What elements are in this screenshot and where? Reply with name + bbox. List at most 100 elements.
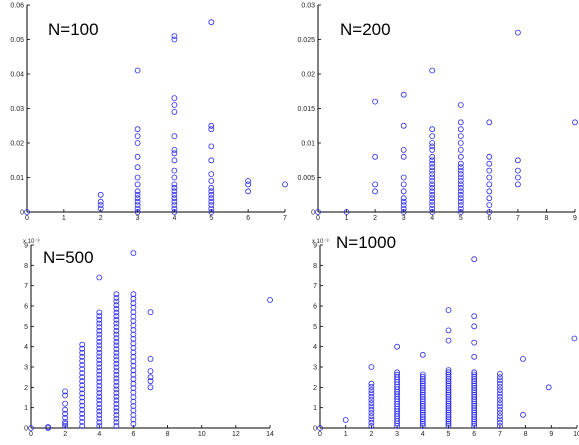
data-point <box>471 400 478 407</box>
data-point <box>471 369 478 376</box>
data-point <box>113 313 120 320</box>
data-point <box>471 414 478 420</box>
data-point <box>79 349 86 356</box>
data-point <box>419 409 426 416</box>
data-point <box>429 153 436 160</box>
data-point <box>457 102 464 108</box>
data-point <box>496 370 503 377</box>
data-point <box>130 349 137 356</box>
data-point <box>471 402 478 409</box>
panel-title: N=1000 <box>336 233 396 252</box>
data-point <box>134 153 141 160</box>
data-point <box>419 389 426 396</box>
data-point <box>96 423 103 429</box>
data-point <box>113 415 120 422</box>
y-tick-label: 1 <box>24 405 28 412</box>
data-point <box>496 380 503 387</box>
data-point <box>96 327 103 334</box>
x-tick-label: 6 <box>246 215 250 222</box>
data-point <box>445 391 452 398</box>
data-point <box>134 67 141 74</box>
data-point <box>419 380 426 387</box>
data-point <box>79 366 86 372</box>
data-point <box>496 413 503 420</box>
y-tick-label: 0.015 <box>297 106 315 113</box>
data-point <box>368 383 375 390</box>
data-point <box>113 357 120 364</box>
data-point <box>96 349 103 356</box>
data-point <box>171 205 178 212</box>
data-point <box>113 382 120 389</box>
data-point <box>419 384 426 391</box>
data-point <box>471 323 478 330</box>
data-point <box>96 408 103 415</box>
data-point <box>96 324 103 331</box>
data-point <box>445 380 452 387</box>
data-point <box>419 411 426 418</box>
data-point <box>79 423 86 429</box>
data-point <box>147 309 154 316</box>
data-point <box>113 302 120 309</box>
data-point <box>79 390 86 397</box>
data-point <box>445 409 452 416</box>
data-point <box>113 335 120 342</box>
data-point <box>471 416 478 423</box>
data-point <box>97 198 104 205</box>
y-tick-label: 0.01 <box>301 141 315 148</box>
data-point <box>368 413 375 420</box>
data-point <box>419 416 426 423</box>
data-point <box>130 371 137 378</box>
data-point <box>97 205 104 212</box>
data-point <box>113 320 120 327</box>
data-point <box>419 414 426 420</box>
data-point <box>394 343 401 350</box>
data-point <box>208 126 215 133</box>
data-point <box>515 181 521 188</box>
y-tick-label: 8 <box>24 263 28 270</box>
y-tick-label: 2 <box>24 385 28 392</box>
data-point <box>457 133 464 140</box>
data-point <box>372 153 379 160</box>
data-point <box>429 167 436 174</box>
data-point <box>429 177 436 184</box>
panel-title: N=200 <box>340 20 391 39</box>
data-point <box>419 420 426 427</box>
data-point <box>368 387 375 394</box>
data-point <box>429 198 436 205</box>
x-tick-label: 0 <box>318 431 322 438</box>
x-tick-label: 4 <box>421 431 425 438</box>
data-point <box>471 376 478 382</box>
y-tick-label: 2 <box>313 385 317 392</box>
data-point <box>445 407 452 414</box>
data-point <box>471 407 478 414</box>
data-point <box>457 167 464 174</box>
y-tick-label: 9 <box>313 243 317 250</box>
data-point <box>486 181 493 188</box>
data-point <box>372 98 379 105</box>
data-point <box>79 357 86 364</box>
data-point <box>130 318 137 324</box>
data-point <box>419 376 426 382</box>
data-point <box>400 195 407 202</box>
data-point <box>96 412 103 418</box>
data-point <box>113 423 120 429</box>
data-point <box>419 396 426 403</box>
data-point <box>134 209 141 215</box>
y-tick-label: 3 <box>313 365 317 372</box>
data-point <box>134 195 141 202</box>
data-point <box>520 411 526 418</box>
x-tick-label: 3 <box>136 215 140 222</box>
data-point <box>400 198 407 205</box>
data-point <box>368 393 375 400</box>
data-point <box>471 393 478 400</box>
data-point <box>113 349 120 356</box>
data-point <box>113 298 120 305</box>
data-point <box>96 357 103 364</box>
data-point <box>400 174 407 181</box>
data-point <box>79 398 86 405</box>
data-point <box>368 410 375 416</box>
data-point <box>394 371 401 378</box>
data-point <box>267 296 273 303</box>
data-point <box>171 167 178 174</box>
